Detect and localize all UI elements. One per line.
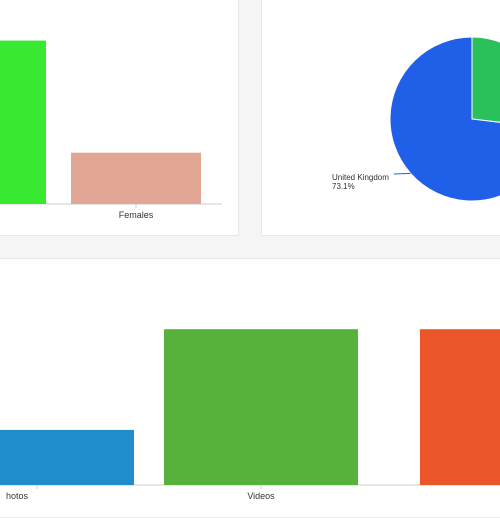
country-pie-label-2: United Kingdom [332, 173, 389, 182]
country-pie-slice-1[interactable] [471, 36, 500, 129]
media-category-label-2: Videos [247, 491, 275, 501]
media-bar-3[interactable] [420, 329, 500, 485]
country-pie-connector-2 [393, 172, 411, 175]
media-bar-1[interactable] [0, 429, 134, 485]
gender-bar-2[interactable] [71, 152, 201, 204]
gender-bar-1[interactable] [0, 40, 46, 204]
gender-category-label-2: Females [119, 210, 154, 220]
country-pie-value-2: 73.1% [332, 182, 355, 191]
media-category-label-1: hotos [6, 491, 29, 501]
media-bar-chart: hotos Videos [0, 329, 500, 501]
country-chart-card: United Kingdom 73.1% [261, 0, 500, 236]
gender-chart-card: Females [0, 0, 239, 236]
media-chart-card: hotos Videos [0, 258, 500, 518]
media-bar-2[interactable] [164, 329, 358, 485]
gender-bar-chart: Females [0, 40, 222, 220]
